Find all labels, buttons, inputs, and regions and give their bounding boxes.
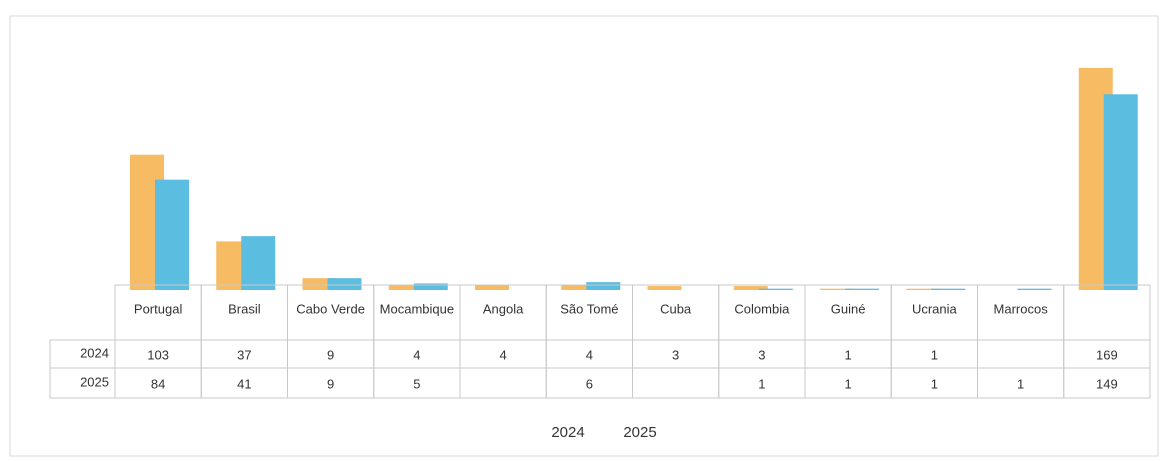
table-value: 169 (1096, 347, 1118, 362)
table-value: 149 (1096, 376, 1118, 391)
row-header: 2025 (80, 374, 109, 389)
bar (1103, 94, 1138, 290)
table-value: 1 (758, 376, 765, 391)
bar (647, 286, 682, 290)
category-label: Guiné (831, 301, 866, 316)
bar (845, 288, 879, 290)
bar (931, 288, 966, 290)
table-value: 1 (931, 376, 938, 391)
table-cell (1063, 367, 1151, 399)
table-cell (49, 367, 116, 399)
table-value: 4 (500, 347, 507, 362)
table-value: 3 (758, 347, 765, 362)
table-value: 84 (151, 376, 165, 391)
bar (733, 286, 768, 290)
legend-label: 2024 (551, 424, 584, 441)
category-label: Colombia (734, 301, 790, 316)
bar (820, 288, 854, 290)
table-value: 1 (1017, 376, 1024, 391)
table-value: 103 (147, 347, 169, 362)
bar (302, 278, 337, 290)
table-value: 6 (586, 376, 593, 391)
category-label: Marrocos (994, 301, 1049, 316)
bar (561, 284, 596, 290)
category-label: Ucrania (912, 301, 958, 316)
bar (1017, 288, 1052, 290)
category-label: Cabo Verde (296, 301, 365, 316)
table-value: 37 (237, 347, 251, 362)
bar (327, 278, 362, 290)
bar (155, 179, 189, 290)
row-header: 2024 (80, 345, 109, 360)
bar (586, 282, 621, 290)
bar (906, 288, 941, 290)
bar (758, 288, 793, 290)
table-value: 4 (413, 347, 420, 362)
bar (388, 284, 423, 290)
table-value: 5 (413, 376, 420, 391)
legend-label: 2025 (623, 424, 656, 441)
table-value: 9 (327, 376, 334, 391)
category-label: Angola (483, 301, 524, 316)
bar (475, 284, 509, 290)
category-label: Mocambique (380, 301, 454, 316)
table-value: 3 (672, 347, 679, 362)
table-value: 1 (845, 376, 852, 391)
category-label: São Tomé (560, 301, 618, 316)
category-label: Portugal (134, 301, 183, 316)
table-value: 41 (237, 376, 251, 391)
table-value: 4 (586, 347, 593, 362)
category-label: Brasil (228, 301, 261, 316)
bar (241, 236, 276, 290)
table-value: 1 (931, 347, 938, 362)
category-label: Cuba (660, 301, 692, 316)
table-value: 1 (845, 347, 852, 362)
table-value: 9 (327, 347, 334, 362)
bar (413, 283, 448, 290)
